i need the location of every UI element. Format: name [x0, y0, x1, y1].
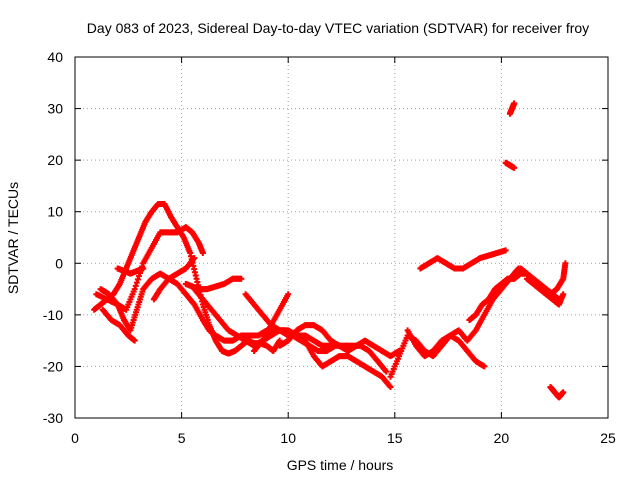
- data-point: [238, 275, 245, 282]
- series-track-14: [417, 247, 509, 272]
- series-track-19: [547, 384, 567, 401]
- series-track-10: [251, 291, 292, 354]
- y-tick-label: 40: [47, 49, 63, 65]
- data-point: [327, 342, 334, 349]
- data-point: [134, 276, 141, 283]
- data-point: [276, 337, 283, 344]
- data-point: [560, 389, 567, 396]
- grid-lines: [75, 57, 608, 418]
- y-tick-label: 20: [47, 152, 63, 168]
- data-point: [285, 291, 292, 298]
- data-point: [140, 265, 147, 272]
- series-track-5: [114, 265, 147, 277]
- x-tick-label: 0: [71, 430, 79, 446]
- data-point: [502, 247, 509, 254]
- y-tick-label: 30: [47, 101, 63, 117]
- x-tick-label: 5: [178, 430, 186, 446]
- chart-title: Day 083 of 2023, Sidereal Day-to-day VTE…: [87, 20, 589, 36]
- series-track-7: [182, 275, 245, 293]
- data-point: [131, 286, 138, 293]
- data-point: [132, 282, 139, 289]
- data-point: [560, 291, 567, 298]
- data-point: [135, 273, 142, 280]
- data-point: [387, 384, 394, 391]
- y-axis-label: SDTVAR / TECUs: [5, 182, 21, 294]
- y-tick-label: -20: [43, 358, 63, 374]
- x-tick-label: 15: [387, 430, 403, 446]
- y-tick-label: -10: [43, 307, 63, 323]
- series-track-16: [517, 265, 562, 303]
- data-point: [511, 164, 518, 171]
- data-point: [383, 368, 390, 375]
- series-track-11: [276, 322, 403, 360]
- data-points: [91, 100, 569, 401]
- series-track-21: [506, 100, 518, 117]
- x-tick-label: 20: [494, 430, 510, 446]
- series-track-4: [99, 306, 138, 344]
- data-point: [191, 255, 198, 262]
- axis-ticks: [74, 56, 609, 419]
- data-point: [562, 260, 569, 267]
- x-axis-label: GPS time / hours: [287, 457, 394, 473]
- data-point: [131, 337, 138, 344]
- data-point: [511, 100, 518, 107]
- plot-frame: [74, 56, 609, 419]
- series-track-3: [97, 255, 198, 334]
- series-track-18: [541, 260, 569, 298]
- x-tick-label: 10: [280, 430, 296, 446]
- data-point: [481, 363, 488, 370]
- y-tick-label: 0: [55, 255, 63, 271]
- x-tick-label: 25: [600, 430, 616, 446]
- y-tick-label: 10: [47, 204, 63, 220]
- tick-labels: 0 5 10 15 20 25 -30 -20 -10 0 10 20 30 40: [43, 49, 616, 446]
- series-track-13: [404, 327, 488, 370]
- data-point: [199, 249, 206, 256]
- y-tick-label: -30: [43, 410, 63, 426]
- series-track-15: [466, 270, 530, 324]
- series-track-9: [242, 291, 334, 349]
- data-point: [133, 279, 140, 286]
- series-track-20: [502, 159, 518, 171]
